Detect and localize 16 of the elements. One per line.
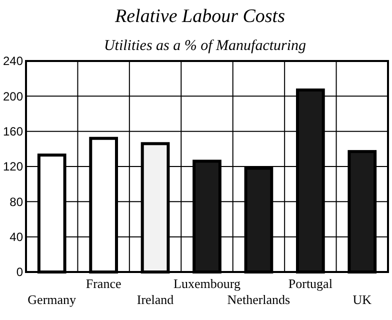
x-tick-label: Luxembourg: [174, 276, 241, 291]
y-tick-label: 40: [10, 230, 24, 244]
x-tick-label: UK: [352, 292, 372, 307]
y-tick-label: 0: [16, 265, 24, 280]
y-tick-label: 160: [2, 124, 24, 139]
x-tick-label: Netherlands: [227, 292, 290, 307]
y-tick-label: 240: [2, 54, 24, 68]
x-tick-label: Ireland: [136, 292, 174, 307]
chart-title: Relative Labour Costs: [114, 6, 285, 27]
chart-subtitle: Utilities as a % of Manufacturing: [104, 38, 307, 54]
x-tick-label: Portugal: [288, 276, 333, 291]
y-tick-label: 120: [2, 160, 24, 174]
y-tick-label: 80: [10, 194, 24, 209]
x-tick-label: France: [86, 276, 122, 291]
x-tick-label: Germany: [28, 292, 77, 307]
y-tick-label: 200: [2, 89, 24, 104]
